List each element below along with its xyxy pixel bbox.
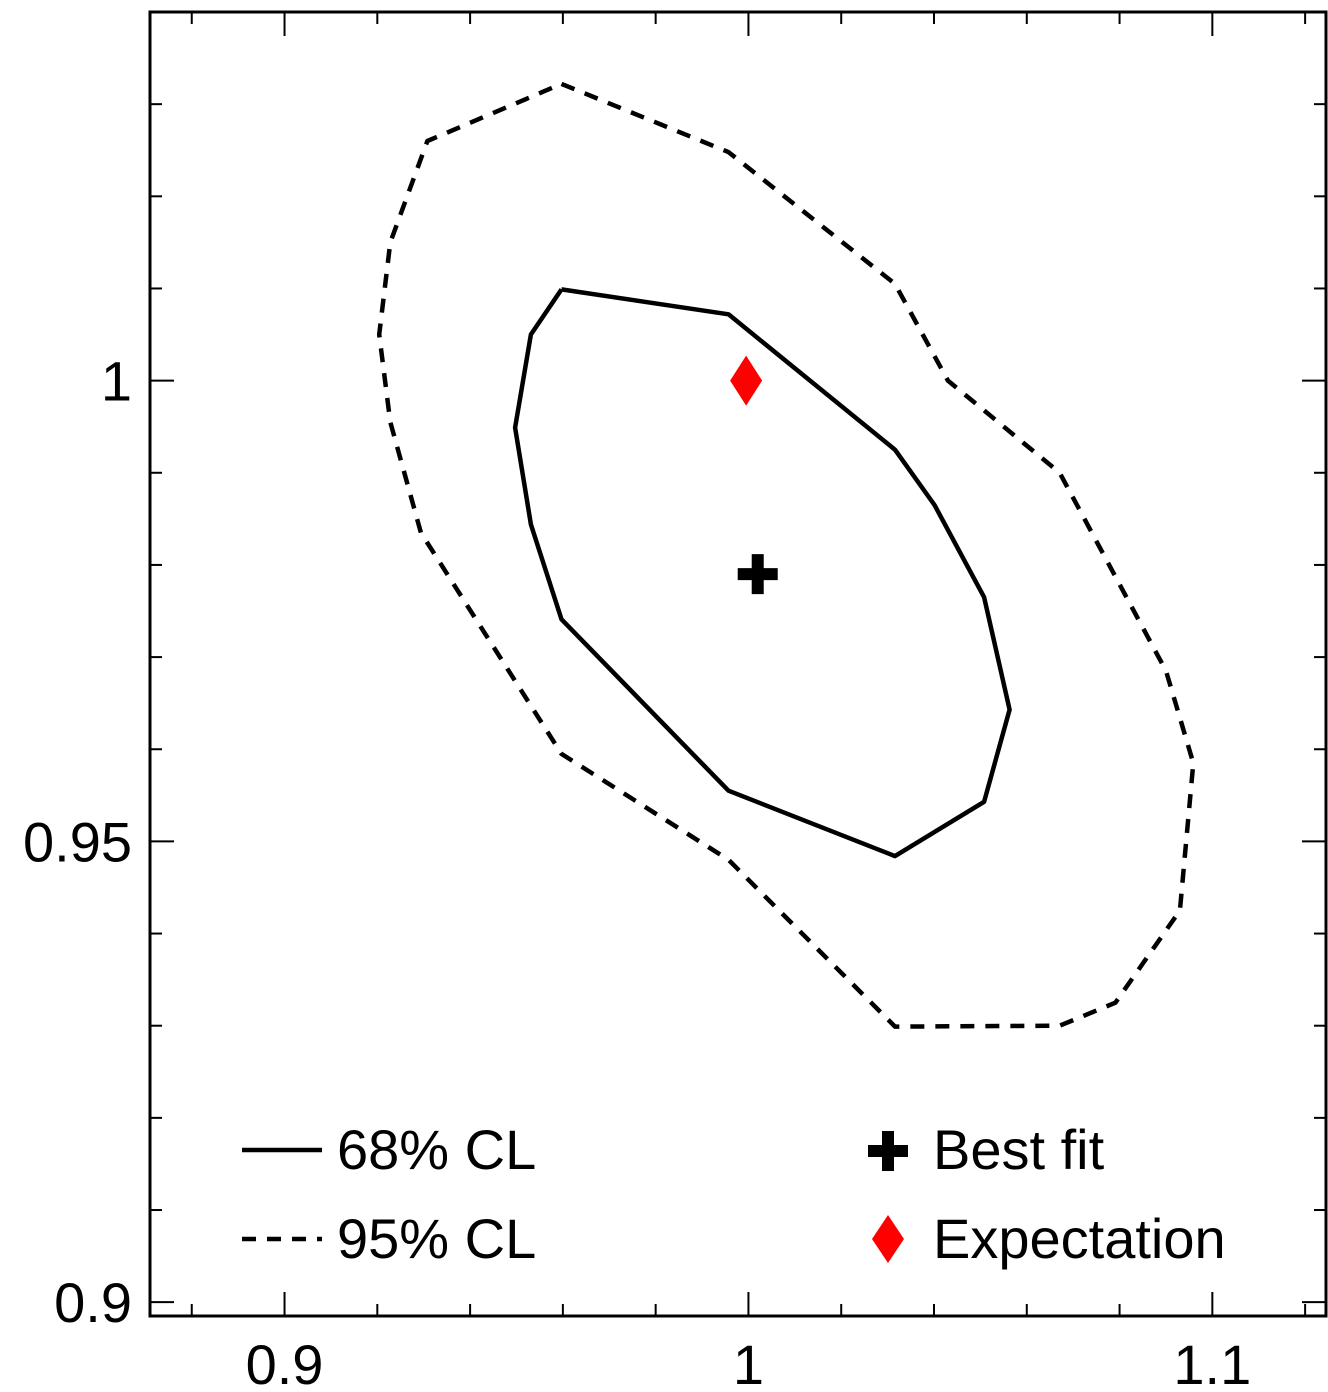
legend: 68% CL 95% CL Best fit Expectation [242, 1118, 1226, 1270]
legend-best-fit-cross-icon [868, 1131, 908, 1171]
contour-95cl [376, 81, 1196, 1029]
y-tick-label: 0.95 [23, 810, 132, 873]
legend-label-95cl: 95% CL [337, 1207, 536, 1270]
expectation-marker [730, 355, 763, 406]
legend-expectation-diamond-icon [872, 1215, 904, 1263]
y-tick-label: 0.9 [54, 1271, 132, 1334]
legend-item-95cl: 95% CL [242, 1207, 536, 1270]
y-tick-label: 1 [101, 350, 132, 413]
contour-lines [376, 81, 1196, 1029]
legend-label-best-fit: Best fit [933, 1118, 1105, 1181]
plot-frame [148, 10, 1328, 1318]
axis-ticks [150, 11, 1326, 1316]
x-tick-label: 1.1 [1173, 1333, 1251, 1392]
axis-tick-labels: 0.9 1 1.1 0.9 0.95 1 [23, 350, 1251, 1392]
legend-item-expectation: Expectation [872, 1207, 1226, 1270]
x-tick-label: 0.9 [246, 1333, 324, 1392]
x-tick-label: 1 [733, 1333, 764, 1392]
legend-label-expectation: Expectation [933, 1207, 1226, 1270]
data-markers [730, 355, 778, 595]
contour-68cl [512, 287, 1012, 859]
best-fit-marker [737, 554, 778, 595]
legend-item-68cl: 68% CL [242, 1118, 536, 1181]
legend-label-68cl: 68% CL [337, 1118, 536, 1181]
legend-item-best-fit: Best fit [868, 1118, 1105, 1181]
